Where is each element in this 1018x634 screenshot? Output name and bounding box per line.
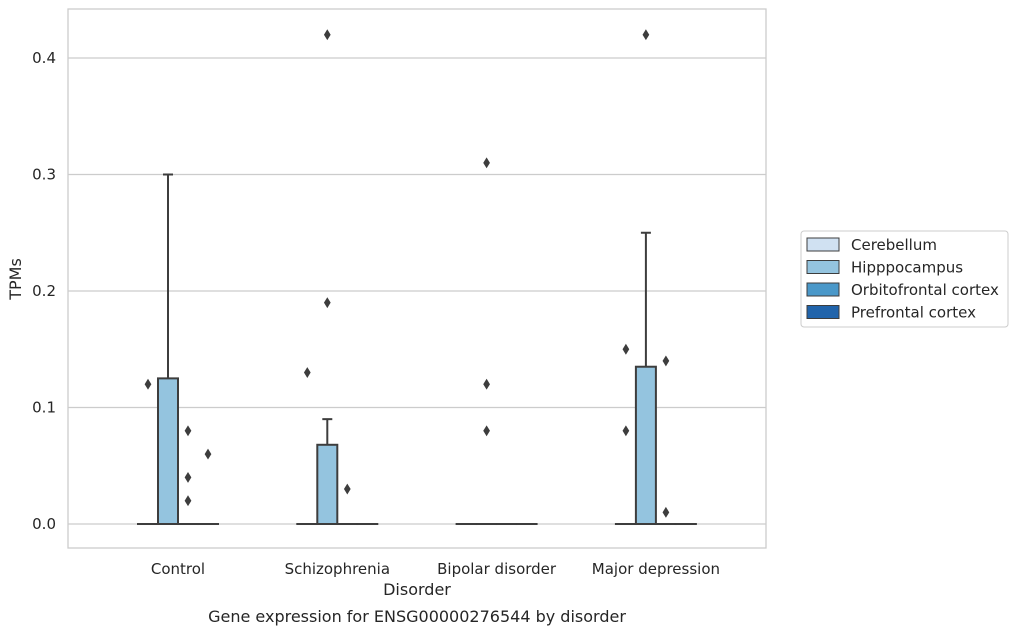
series-hipppocampus bbox=[157, 29, 657, 526]
legend-label: Orbitofrontal cortex bbox=[851, 281, 999, 299]
plot-frame bbox=[67, 8, 767, 549]
legend-swatch bbox=[806, 282, 840, 297]
legend-frame bbox=[800, 230, 1009, 328]
legend-swatch bbox=[806, 237, 840, 252]
box-schizophrenia bbox=[316, 29, 339, 525]
x-tick-label: Schizophrenia bbox=[285, 560, 390, 578]
outlier-point bbox=[323, 297, 331, 309]
outlier-point bbox=[642, 29, 650, 41]
chart-title: Gene expression for ENSG00000276544 by d… bbox=[208, 607, 626, 626]
outlier-point bbox=[303, 367, 311, 379]
x-axis-ticks: Control Schizophrenia Bipolar disorder Majo… bbox=[151, 560, 720, 578]
y-tick-label: 0.0 bbox=[32, 515, 56, 533]
outlier-point bbox=[323, 29, 331, 41]
y-tick-label: 0.3 bbox=[32, 166, 56, 184]
legend-swatch bbox=[806, 260, 840, 274]
outlier-point bbox=[184, 495, 192, 507]
outlier-point bbox=[662, 355, 670, 367]
box-body bbox=[316, 443, 339, 525]
outlier-point bbox=[184, 425, 192, 437]
series-orbitofrontal-cortex bbox=[177, 355, 677, 526]
y-tick-label: 0.2 bbox=[32, 282, 56, 300]
outlier-point bbox=[662, 506, 670, 518]
outlier-point bbox=[184, 471, 192, 483]
legend-label: Cerebellum bbox=[851, 236, 937, 254]
legend-swatch bbox=[806, 305, 840, 319]
box-major-depression bbox=[634, 29, 657, 525]
outlier-point bbox=[622, 425, 630, 437]
outlier-point bbox=[622, 343, 630, 355]
x-tick-label: Control bbox=[151, 560, 205, 578]
outlier-point bbox=[204, 448, 212, 460]
outlier-point bbox=[483, 157, 490, 169]
box-groups bbox=[137, 29, 697, 526]
box-body bbox=[157, 377, 179, 525]
series-prefrontal-cortex bbox=[197, 448, 697, 526]
legend-label: Prefrontal cortex bbox=[851, 304, 976, 322]
y-axis-title: TPMs bbox=[6, 258, 25, 301]
series-cerebellum bbox=[137, 343, 637, 526]
x-axis-title: Disorder bbox=[383, 580, 451, 599]
x-tick-label: Bipolar disorder bbox=[437, 560, 557, 578]
y-tick-label: 0.1 bbox=[32, 399, 56, 417]
box-control bbox=[197, 448, 219, 526]
outlier-point bbox=[144, 378, 152, 390]
outlier-point bbox=[343, 483, 351, 495]
box-control bbox=[157, 173, 179, 525]
outlier-point bbox=[483, 378, 490, 390]
outlier-point bbox=[483, 425, 490, 437]
y-axis-ticks: 0.0 0.1 0.2 0.3 0.4 bbox=[32, 49, 56, 533]
box-body bbox=[634, 365, 657, 525]
legend-label: Hipppocampus bbox=[851, 259, 963, 277]
x-tick-label: Major depression bbox=[592, 560, 720, 578]
legend: Cerebellum Hipppocampus Orbitofrontal cort… bbox=[800, 230, 1009, 328]
y-tick-label: 0.4 bbox=[32, 49, 56, 67]
